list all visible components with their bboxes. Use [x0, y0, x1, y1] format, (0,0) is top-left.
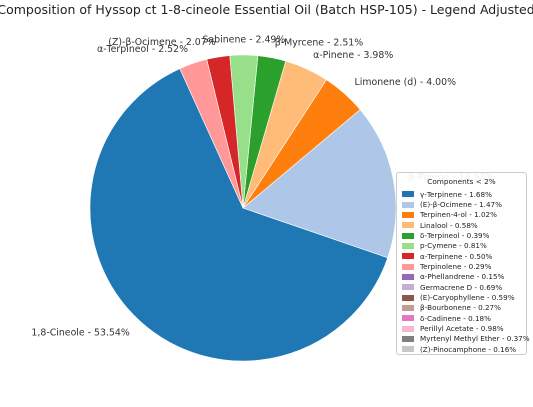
legend-item: Perillyl Acetate - 0.98%	[402, 323, 521, 333]
legend-swatch	[402, 242, 414, 249]
legend-item: (Z)-Pinocamphone - 0.16%	[402, 344, 521, 354]
legend-label: (Z)-Pinocamphone - 0.16%	[420, 344, 517, 354]
legend-label: α-Phellandrene - 0.15%	[420, 272, 505, 282]
slice-label-1-8-cineole: 1,8-Cineole - 53.54%	[31, 328, 129, 339]
legend-item: Linalool - 0.58%	[402, 220, 521, 230]
chart-title: Composition of Hyssop ct 1-8-cineole Ess…	[0, 2, 533, 17]
legend-label: δ-Cadinene - 0.18%	[420, 313, 491, 323]
legend-label: (E)-Caryophyllene - 0.59%	[420, 293, 515, 303]
legend-title: Components < 2%	[427, 177, 496, 186]
legend-item: γ-Terpinene - 1.68%	[402, 189, 521, 199]
legend-label: Germacrene D - 0.69%	[420, 282, 503, 292]
legend-label: γ-Terpinene - 1.68%	[420, 189, 492, 199]
legend-swatch	[402, 273, 414, 280]
legend-item: α-Phellandrene - 0.15%	[402, 272, 521, 282]
legend-label: Perillyl Acetate - 0.98%	[420, 324, 504, 334]
slice-label-limonene-d: Limonene (d) - 4.00%	[355, 77, 457, 88]
legend-item: (E)-Caryophyllene - 0.59%	[402, 292, 521, 302]
slice-label-pinene: α-Pinene - 3.98%	[313, 50, 393, 61]
pie-slice-1-8-cineole	[89, 68, 389, 362]
legend-swatch	[402, 346, 414, 353]
slice-label-myrcene: β-Myrcene - 2.51%	[275, 38, 363, 49]
legend-item: δ-Cadinene - 0.18%	[402, 313, 521, 323]
legend-item: Myrtenyl Methyl Ether - 0.37%	[402, 334, 530, 344]
pie-slice-pinene	[242, 109, 397, 259]
legend-label: (E)-β-Ocimene - 1.47%	[420, 200, 502, 210]
legend-swatch	[402, 325, 414, 332]
legend-swatch	[402, 222, 414, 229]
legend-swatch	[402, 232, 414, 239]
legend-label: Terpinen-4-ol - 1.02%	[420, 210, 497, 220]
legend-item: p-Cymene - 0.81%	[402, 241, 521, 251]
legend-swatch	[402, 284, 414, 291]
legend-item: α-Terpinene - 0.50%	[402, 251, 521, 261]
legend-swatch	[402, 253, 414, 260]
legend-items: γ-Terpinene - 1.68% (E)-β-Ocimene - 1.47%…	[402, 189, 530, 355]
legend-label: β-Bourbonene - 0.27%	[420, 303, 501, 313]
legend-swatch	[402, 315, 414, 322]
legend-label: Terpinolene - 0.29%	[420, 262, 492, 272]
legend-swatch	[402, 211, 414, 218]
legend-label: δ-Terpineol - 0.39%	[420, 231, 490, 241]
legend-label: p-Cymene - 0.81%	[420, 241, 487, 251]
legend-item: Terpinen-4-ol - 1.02%	[402, 210, 521, 220]
slice-label-terpineol: α-Terpineol - 2.52%	[97, 44, 188, 55]
legend-item: Terpinolene - 0.29%	[402, 261, 521, 271]
legend-item: (E)-β-Ocimene - 1.47%	[402, 199, 521, 209]
legend-item: Germacrene D - 0.69%	[402, 282, 521, 292]
slice-label-z-ocimene: (Z)-β-Ocimene - 2.07%	[108, 37, 215, 48]
pie-slices	[89, 54, 397, 362]
legend-item: β-Bourbonene - 0.27%	[402, 303, 521, 313]
legend-item: δ-Terpineol - 0.39%	[402, 230, 521, 240]
legend-swatch	[402, 304, 414, 311]
legend-swatch	[402, 263, 414, 270]
legend: Components < 2% γ-Terpinene - 1.68% (E)-β…	[396, 172, 530, 355]
legend-swatch	[402, 191, 414, 198]
legend-label: α-Terpinene - 0.50%	[420, 251, 493, 261]
legend-swatch	[402, 294, 414, 301]
slice-label-sabinene: Sabinene - 2.49%	[202, 35, 285, 46]
legend-swatch	[402, 201, 414, 208]
pie-slice-terpineol	[179, 59, 244, 209]
legend-swatch	[402, 335, 414, 342]
legend-label: Linalool - 0.58%	[420, 220, 478, 230]
legend-label: Myrtenyl Methyl Ether - 0.37%	[420, 334, 530, 344]
